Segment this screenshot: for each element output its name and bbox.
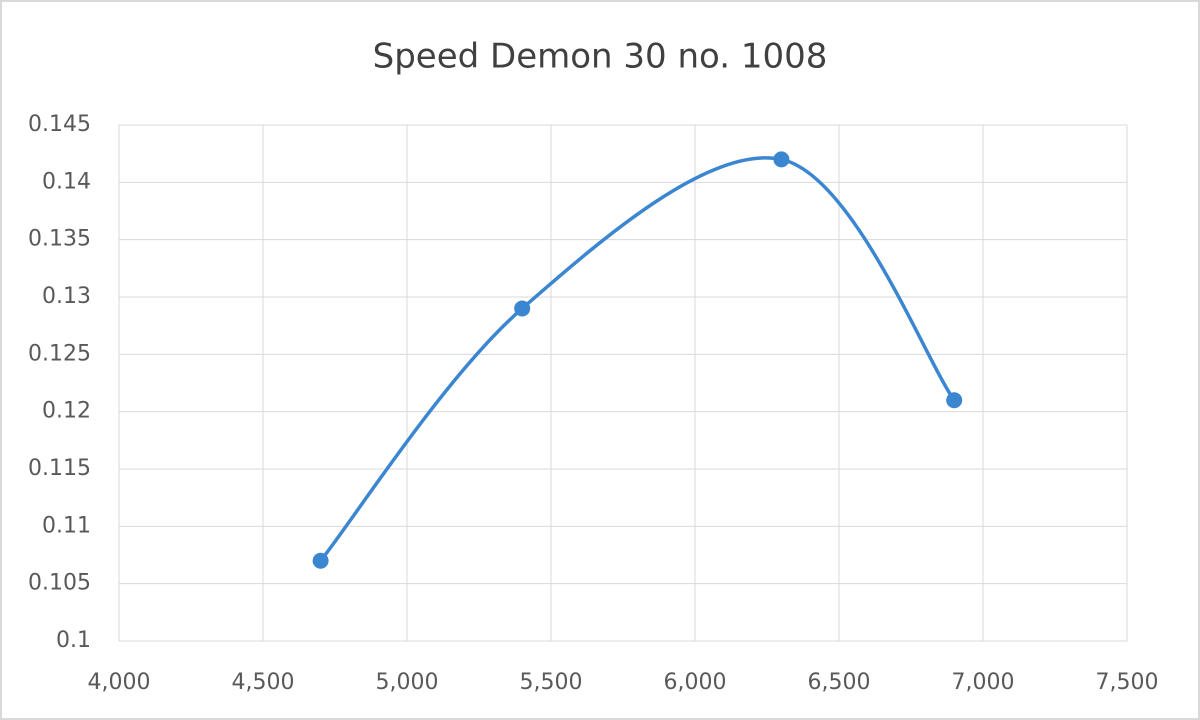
y-tick-label: 0.115 <box>28 456 91 481</box>
x-tick-label: 4,500 <box>232 670 295 695</box>
y-tick-label: 0.125 <box>28 341 91 366</box>
y-tick-label: 0.135 <box>28 227 91 252</box>
y-tick-label: 0.145 <box>28 112 91 137</box>
chart-title: Speed Demon 30 no. 1008 <box>373 37 828 77</box>
x-tick-label: 5,000 <box>376 670 439 695</box>
x-tick-label: 7,500 <box>1096 670 1159 695</box>
y-tick-label: 0.12 <box>42 399 91 424</box>
y-tick-label: 0.13 <box>42 284 91 309</box>
point <box>946 392 963 409</box>
point <box>312 552 329 569</box>
y-tick-label: 0.1 <box>56 628 91 653</box>
point <box>514 300 531 317</box>
x-tick-label: 6,500 <box>808 670 871 695</box>
x-tick-label: 7,000 <box>952 670 1015 695</box>
y-tick-label: 0.105 <box>28 571 91 596</box>
x-tick-label: 4,000 <box>88 670 151 695</box>
point <box>773 151 790 168</box>
y-tick-label: 0.11 <box>42 513 91 538</box>
x-tick-label: 5,500 <box>520 670 583 695</box>
y-tick-label: 0.14 <box>42 169 91 194</box>
series-line <box>319 156 956 562</box>
x-tick-label: 6,000 <box>664 670 727 695</box>
